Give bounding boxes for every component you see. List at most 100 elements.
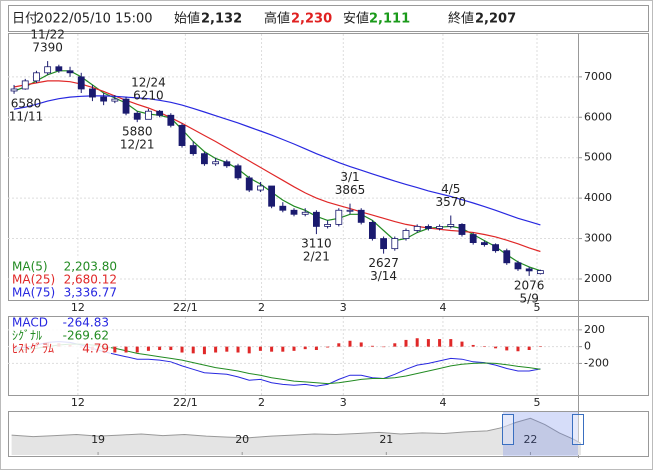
histogram-bar <box>158 346 162 350</box>
annotation-date: 11/22 <box>30 28 65 42</box>
candle-body <box>268 185 276 207</box>
histogram-bar <box>415 338 419 347</box>
candle-body <box>424 226 432 229</box>
annotation-price: 6210 <box>133 88 164 102</box>
histogram-bar <box>113 346 117 353</box>
histogram-bar <box>404 339 408 347</box>
x-tick-label: 22/1 <box>173 396 198 409</box>
overview-line <box>11 417 582 444</box>
histogram-bar <box>326 346 330 348</box>
candle-body <box>133 112 141 120</box>
histogram-bar <box>225 346 229 352</box>
histogram-bar <box>370 345 374 347</box>
candle-body <box>503 250 511 264</box>
header-label: 終値 <box>448 11 474 27</box>
annotation-price: 5880 <box>122 125 153 139</box>
header-open: 2,132 <box>201 12 242 27</box>
header-label: 高値 <box>264 11 290 27</box>
x-tick-label: 12 <box>71 301 85 314</box>
candle-body <box>245 177 253 191</box>
candle-body <box>525 268 533 272</box>
candle-body <box>301 211 309 215</box>
main-panel <box>8 33 649 301</box>
x-tick-label: 5 <box>534 301 541 314</box>
candle-body <box>536 270 544 275</box>
candle-body <box>357 209 365 223</box>
legend-name: MA(75) <box>12 286 55 300</box>
histogram-bar <box>236 346 240 353</box>
legend-box <box>9 317 111 357</box>
y-tick-label: 3000 <box>584 232 612 245</box>
histogram-bar <box>460 341 464 347</box>
histogram-bar <box>135 346 139 353</box>
histogram-bar <box>191 346 195 354</box>
legend-value: 2,203.80 <box>64 260 117 274</box>
annotation-date: 3/14 <box>370 269 397 283</box>
histogram-bar <box>393 343 397 347</box>
y-tick-label: 200 <box>584 323 605 336</box>
histogram-bar <box>180 346 184 353</box>
candle-body <box>145 110 152 120</box>
candle-body <box>335 209 343 225</box>
legend-name: ｼｸﾞﾅﾙ <box>12 329 42 343</box>
histogram-bar <box>314 346 318 350</box>
histogram-bar <box>516 346 520 352</box>
histogram-bar <box>359 342 363 347</box>
histogram-bar <box>527 346 531 350</box>
header-label: 安値 <box>343 11 369 27</box>
legend-name: MA(25) <box>12 273 55 287</box>
histogram-bar <box>348 340 352 347</box>
histogram-bar <box>449 339 453 347</box>
candle-body <box>391 238 399 250</box>
histogram-bar <box>438 339 442 347</box>
candle-body <box>279 205 287 211</box>
annotation-price: 3570 <box>436 195 467 209</box>
candle-body <box>21 80 29 90</box>
y-tick-label: 7000 <box>584 70 612 83</box>
histogram-bar <box>426 339 430 347</box>
header-box <box>8 5 649 32</box>
header-high: 2,230 <box>291 12 332 27</box>
x-tick-label: 5 <box>534 396 541 409</box>
x-tick-label: 20 <box>235 433 249 446</box>
legend-value: 3,336.77 <box>64 286 117 300</box>
histogram-bar <box>124 346 128 353</box>
candle-body <box>167 114 175 126</box>
x-tick-label: 19 <box>91 433 105 446</box>
legend-name: ﾋｽﾄｸﾞﾗﾑ <box>12 342 54 356</box>
legend-value: 2,680.12 <box>64 273 117 287</box>
candle-body <box>201 153 208 165</box>
header-label: 始値 <box>174 11 200 27</box>
candle-body <box>480 242 488 246</box>
y-tick-label: 4000 <box>584 191 612 204</box>
overview-area <box>11 418 581 455</box>
header-date: 2022/05/10 15:00 <box>36 12 153 27</box>
navigator-panel <box>8 411 649 457</box>
x-tick-label: 3 <box>340 396 347 409</box>
histogram-bar <box>202 346 206 355</box>
x-tick-label: 22 <box>523 433 537 446</box>
plot-layer: 200030004000500060007000121222/122/12233… <box>8 28 612 455</box>
histogram-bar <box>247 346 251 354</box>
ma-line <box>13 95 541 226</box>
histogram-bar <box>146 346 150 351</box>
navigator-handle[interactable] <box>502 414 514 445</box>
candle-body <box>189 145 197 155</box>
candle-body <box>77 76 85 90</box>
candle-body <box>223 161 231 167</box>
candle-body <box>514 262 522 270</box>
candle-body <box>380 238 387 250</box>
annotation-price: 3865 <box>335 183 366 197</box>
navigator-selection <box>503 412 578 456</box>
ma-line <box>13 80 541 253</box>
histogram-bar <box>482 346 486 347</box>
x-tick-label: 21 <box>379 433 393 446</box>
candle-body <box>122 98 130 114</box>
candle-body <box>290 209 298 215</box>
navigator-handle[interactable] <box>572 414 584 445</box>
annotation-price: 7390 <box>32 41 63 55</box>
x-tick-label: 2 <box>258 301 265 314</box>
candle-body <box>324 224 332 227</box>
